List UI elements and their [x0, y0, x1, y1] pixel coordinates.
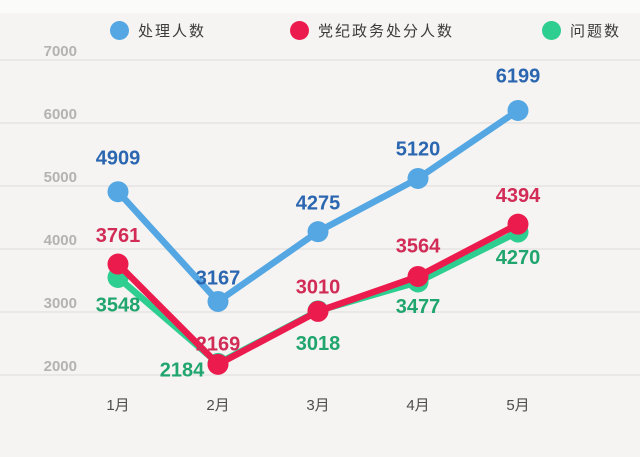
value-label: 3167 [196, 267, 241, 289]
legend-label: 问题数 [570, 22, 622, 40]
value-label: 3564 [396, 235, 441, 257]
data-point-marker [507, 213, 529, 235]
x-tick-label: 3月 [306, 397, 329, 414]
value-label: 3548 [96, 294, 141, 316]
value-label: 4275 [296, 193, 341, 215]
value-label: 6199 [496, 65, 541, 87]
y-tick-label: 6000 [44, 106, 77, 123]
x-tick-label: 4月 [406, 397, 429, 414]
legend-label: 党纪政务处分人数 [318, 22, 455, 40]
data-point-marker [407, 167, 429, 189]
y-tick-label: 2000 [44, 358, 77, 375]
data-point-marker [207, 290, 229, 312]
legend-item-问题数: 问题数 [542, 20, 621, 40]
data-point-marker [407, 265, 429, 287]
y-tick-label: 5000 [44, 169, 77, 186]
legend-dot-icon [542, 20, 561, 40]
legend-dot-icon [290, 20, 309, 40]
legend-dot-icon [110, 20, 129, 40]
data-point-marker [307, 300, 329, 322]
value-label: 3018 [296, 333, 341, 355]
legend-item-处理人数: 处理人数 [110, 20, 206, 40]
value-label: 4909 [96, 148, 141, 170]
x-tick-label: 1月 [106, 397, 129, 414]
value-label: 5120 [396, 138, 441, 160]
legend-label: 处理人数 [138, 22, 207, 40]
y-tick-label: 7000 [44, 43, 77, 60]
data-point-marker [207, 353, 229, 375]
y-tick-label: 3000 [44, 295, 77, 312]
value-label: 4394 [496, 185, 541, 207]
y-tick-label: 4000 [44, 232, 77, 249]
x-tick-label: 5月 [506, 397, 529, 414]
value-label: 2169 [196, 333, 241, 355]
x-tick-label: 2月 [206, 397, 229, 414]
data-point-marker [307, 221, 329, 243]
legend-item-党纪政务处分人数: 党纪政务处分人数 [290, 20, 454, 40]
value-label: 4270 [496, 247, 541, 269]
data-point-marker [107, 253, 129, 275]
data-point-marker [107, 181, 129, 203]
data-point-marker [507, 99, 529, 121]
value-label: 3761 [96, 225, 141, 247]
value-label: 3010 [296, 276, 341, 298]
value-label: 3477 [396, 296, 441, 318]
value-label: 2184 [160, 359, 205, 381]
